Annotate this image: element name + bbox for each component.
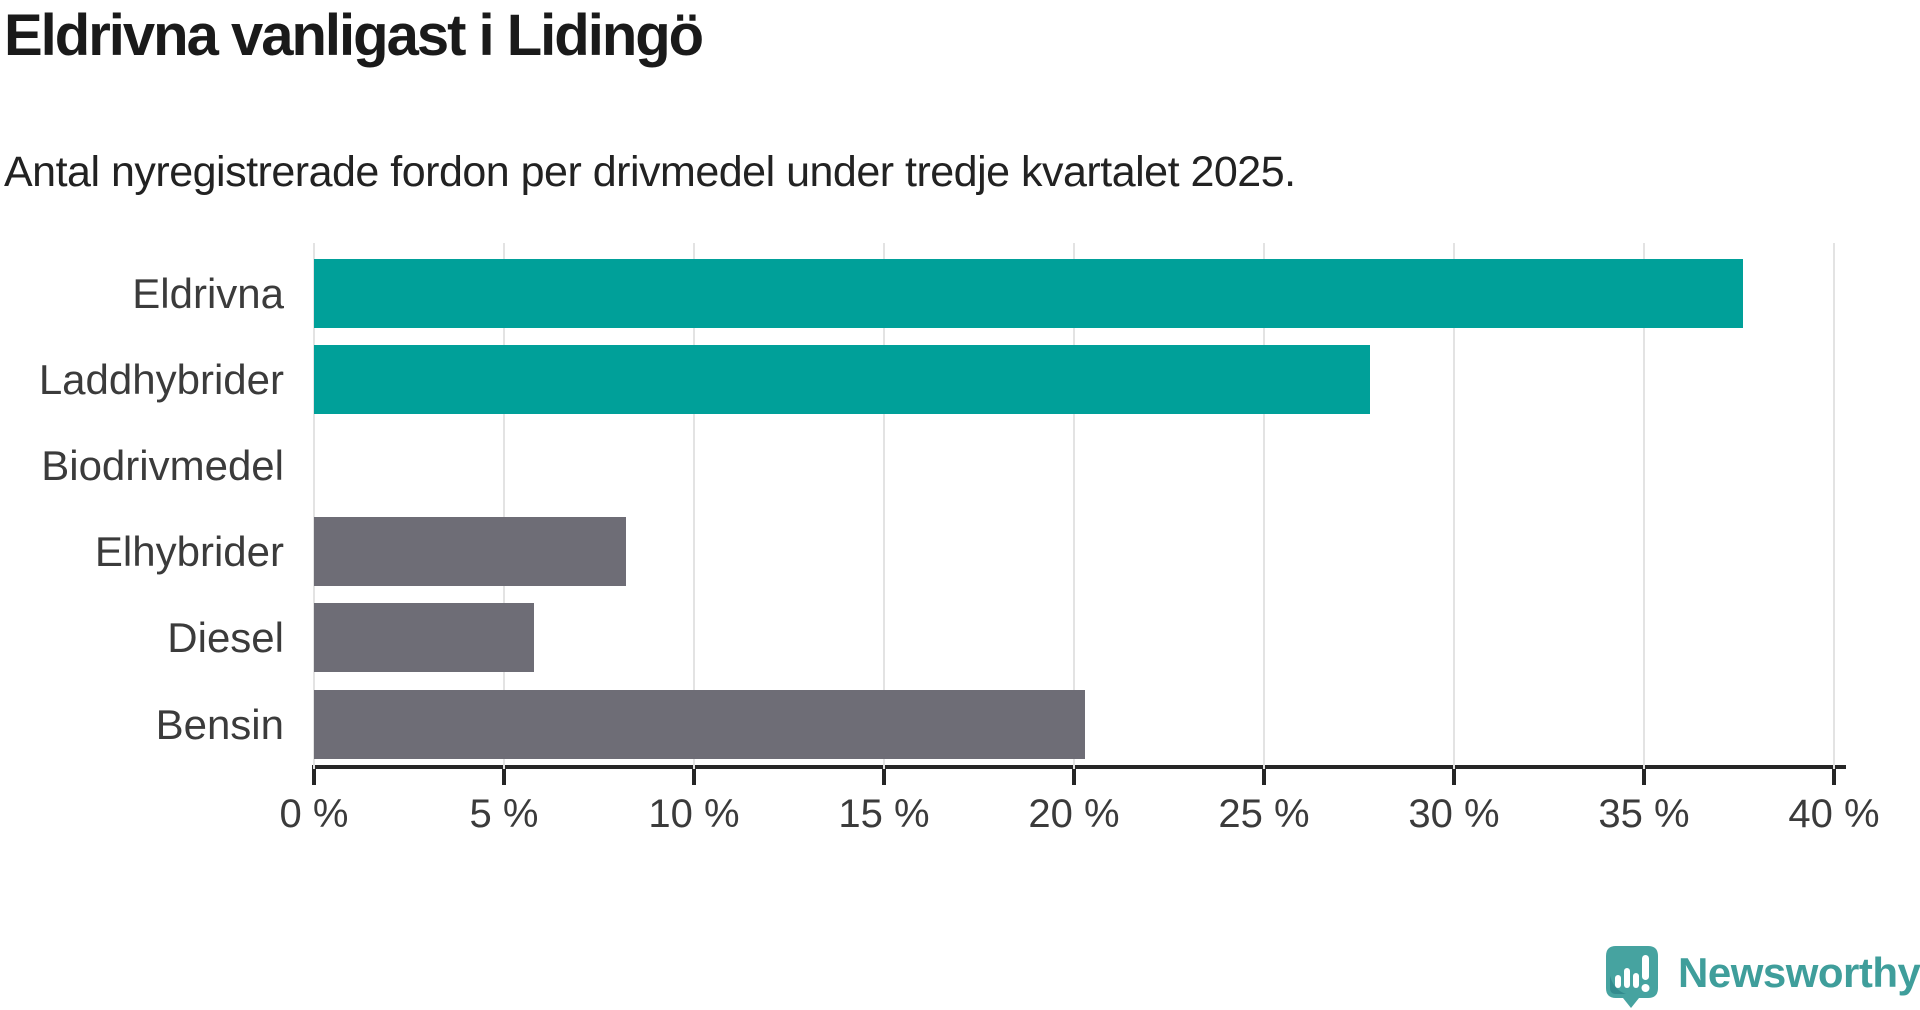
x-tick-label: 10 % — [648, 792, 740, 836]
newsworthy-speech-bubble-chart-icon — [1606, 946, 1658, 1008]
x-tick-mark-40 — [1832, 769, 1836, 785]
newsworthy-logo: Newsworthy — [1606, 946, 1920, 1008]
category-label-bensin: Bensin — [155, 701, 284, 748]
gridline-5 — [503, 243, 505, 769]
x-tick-label: 0 % — [279, 792, 349, 836]
x-tick-mark-5 — [502, 769, 506, 785]
gridline-15 — [883, 243, 885, 769]
x-tick-mark-10 — [692, 769, 696, 785]
x-tick-label: 20 % — [1028, 792, 1120, 836]
bar-eldrivna — [314, 259, 1743, 328]
x-tick-label: 5 % — [469, 792, 539, 836]
chart-subtitle: Antal nyregistrerade fordon per drivmede… — [4, 148, 1296, 196]
x-tick-label: 15 % — [838, 792, 930, 836]
gridline-10 — [693, 243, 695, 769]
gridline-0 — [313, 243, 315, 769]
x-tick-label: 25 % — [1218, 792, 1310, 836]
category-label-eldrivna: Eldrivna — [132, 270, 284, 317]
gridline-40 — [1833, 243, 1835, 769]
gridline-30 — [1453, 243, 1455, 769]
gridline-25 — [1263, 243, 1265, 769]
bar-diesel — [314, 603, 534, 672]
gridline-20 — [1073, 243, 1075, 769]
bar-bensin — [314, 690, 1085, 759]
category-label-laddhybrider: Laddhybrider — [38, 356, 284, 403]
x-axis-line — [312, 765, 1846, 769]
bar-laddhybrider — [314, 345, 1370, 414]
category-label-diesel: Diesel — [167, 614, 284, 661]
x-tick-mark-20 — [1072, 769, 1076, 785]
gridline-35 — [1643, 243, 1645, 769]
x-tick-label: 30 % — [1408, 792, 1500, 836]
chart-title: Eldrivna vanligast i Lidingö — [4, 3, 704, 68]
x-tick-label: 40 % — [1788, 792, 1880, 836]
newsworthy-logo-text: Newsworthy — [1678, 949, 1920, 996]
x-tick-label: 35 % — [1598, 792, 1690, 836]
x-tick-mark-15 — [882, 769, 886, 785]
x-tick-mark-35 — [1642, 769, 1646, 785]
category-label-biodrivmedel: Biodrivmedel — [41, 442, 284, 489]
x-tick-mark-0 — [312, 769, 316, 785]
category-label-elhybrider: Elhybrider — [94, 528, 284, 575]
x-tick-mark-25 — [1262, 769, 1266, 785]
bar-elhybrider — [314, 517, 626, 586]
x-tick-mark-30 — [1452, 769, 1456, 785]
